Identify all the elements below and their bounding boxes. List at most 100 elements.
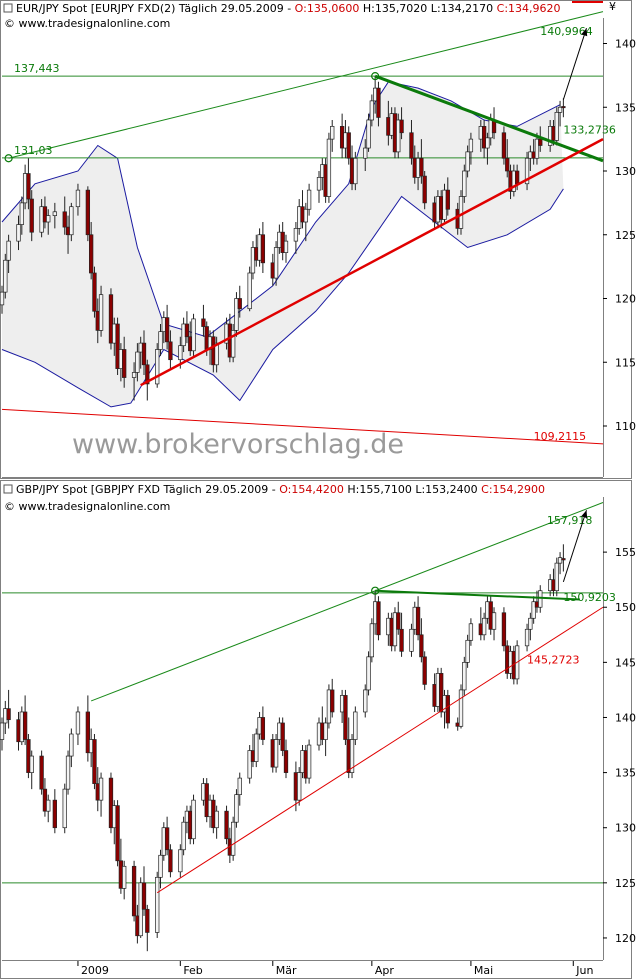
candle-body	[422, 175, 427, 204]
candle-body	[363, 689, 368, 713]
candle-body	[323, 722, 328, 740]
candle-body	[46, 799, 51, 812]
candle-body	[316, 177, 322, 191]
candle-body	[181, 821, 186, 851]
candle-body	[561, 106, 566, 109]
candle-body	[108, 777, 114, 829]
candle-body	[131, 865, 137, 917]
candle-body	[26, 173, 31, 200]
candle-body	[439, 673, 444, 713]
collapse-box-icon	[3, 484, 13, 494]
candle-body	[353, 157, 358, 185]
plot-area	[2, 497, 603, 960]
candle-body	[283, 240, 289, 253]
header-period: Täglich	[160, 483, 202, 496]
price-annotation: 109,2115	[534, 430, 587, 443]
candle-body	[237, 298, 242, 310]
candle-body	[42, 206, 48, 223]
candle-body	[6, 708, 11, 721]
trendline-lower-channel	[1, 408, 604, 445]
candle-body	[419, 634, 424, 658]
trendline-up-trend	[156, 606, 604, 894]
candle-body	[234, 794, 239, 823]
currency-symbol: ¥	[609, 0, 616, 13]
candle-body	[330, 689, 335, 713]
candle-body	[260, 717, 266, 740]
candle-body	[168, 341, 173, 361]
candle-body	[465, 639, 470, 663]
candle-body	[491, 612, 497, 630]
x-tick-label: 2009	[81, 964, 109, 977]
pivot-marker	[371, 586, 380, 595]
candle-body	[131, 372, 137, 378]
header-high: H:135,7020	[359, 2, 427, 15]
candle-body	[501, 132, 507, 159]
candle-body	[399, 119, 404, 134]
candle-body	[419, 157, 424, 177]
y-tick-label: 110	[615, 420, 636, 433]
y-tick-label: 125	[615, 229, 636, 242]
candle-body	[69, 733, 74, 757]
header-separator: -	[268, 483, 279, 496]
trendline-resistance	[375, 589, 580, 601]
candle-body	[468, 623, 474, 641]
candle-body	[52, 211, 57, 216]
watermark: www.brokervorschlag.de	[72, 429, 404, 460]
header-close: C:154,2900	[478, 483, 545, 496]
candle-body	[557, 557, 563, 564]
candle-body	[178, 849, 183, 873]
candle-body	[231, 330, 236, 358]
price-annotation: 133,2736	[563, 123, 616, 136]
candle-body	[462, 170, 467, 197]
panel-gbpjpy: 120 125 130 135 140 145 150 155 157,918 150,9203 1…	[0, 483, 636, 977]
candle-body	[98, 294, 104, 331]
candle-body	[122, 349, 127, 378]
candle-body	[135, 351, 140, 373]
candle-body	[561, 558, 566, 561]
candle-body	[108, 294, 114, 344]
candle-body	[191, 799, 196, 840]
candle-body	[481, 126, 487, 149]
candle-body	[65, 755, 71, 790]
x-tick-label: Feb	[183, 964, 202, 977]
candle-body	[184, 323, 190, 338]
candle-body	[280, 722, 285, 751]
y-tick-label: 120	[615, 932, 636, 945]
x-tick-label: Mai	[474, 964, 493, 977]
header-open: O:154,4200	[279, 483, 344, 496]
candle-body	[303, 208, 308, 223]
candle-body	[224, 810, 229, 840]
y-tick-label: 150	[615, 601, 636, 614]
candle-body	[376, 601, 381, 636]
candle-body	[122, 865, 127, 889]
target-arrow-head	[581, 510, 588, 519]
candle-body	[39, 755, 44, 790]
header-period: Täglich	[175, 2, 217, 15]
candle-body	[422, 656, 427, 685]
candle-body	[46, 215, 51, 223]
candle-body	[293, 228, 299, 242]
candle-body	[409, 132, 414, 159]
candle-body	[3, 259, 8, 293]
header-symbol: EUR/JPY Spot [EURJPY FXD(2)	[16, 2, 175, 15]
y-tick-label: 135	[615, 101, 636, 114]
candle-body	[19, 202, 24, 225]
candle-body	[254, 733, 259, 762]
candle-body	[62, 788, 67, 829]
candle-body	[247, 272, 252, 310]
candle-body	[445, 189, 450, 210]
candle-body	[465, 151, 470, 172]
source-credit: © www.tradesignalonline.com	[4, 17, 170, 30]
price-annotation: 150,9203	[563, 591, 616, 604]
header-close: C:134,9620	[493, 2, 560, 15]
candle-body	[29, 198, 34, 233]
y-tick-label: 135	[615, 767, 636, 780]
candle-body	[462, 662, 467, 691]
candle-body	[409, 628, 414, 652]
candle-body	[214, 810, 219, 829]
candle-body	[89, 234, 94, 274]
candle-body	[501, 612, 507, 647]
header-symbol: GBP/JPY Spot [GBPJPY FXD	[16, 483, 160, 496]
bollinger-upper	[1, 81, 561, 338]
chart-header: EUR/JPY Spot [EURJPY FXD(2) Täglich 29.0…	[16, 2, 561, 15]
